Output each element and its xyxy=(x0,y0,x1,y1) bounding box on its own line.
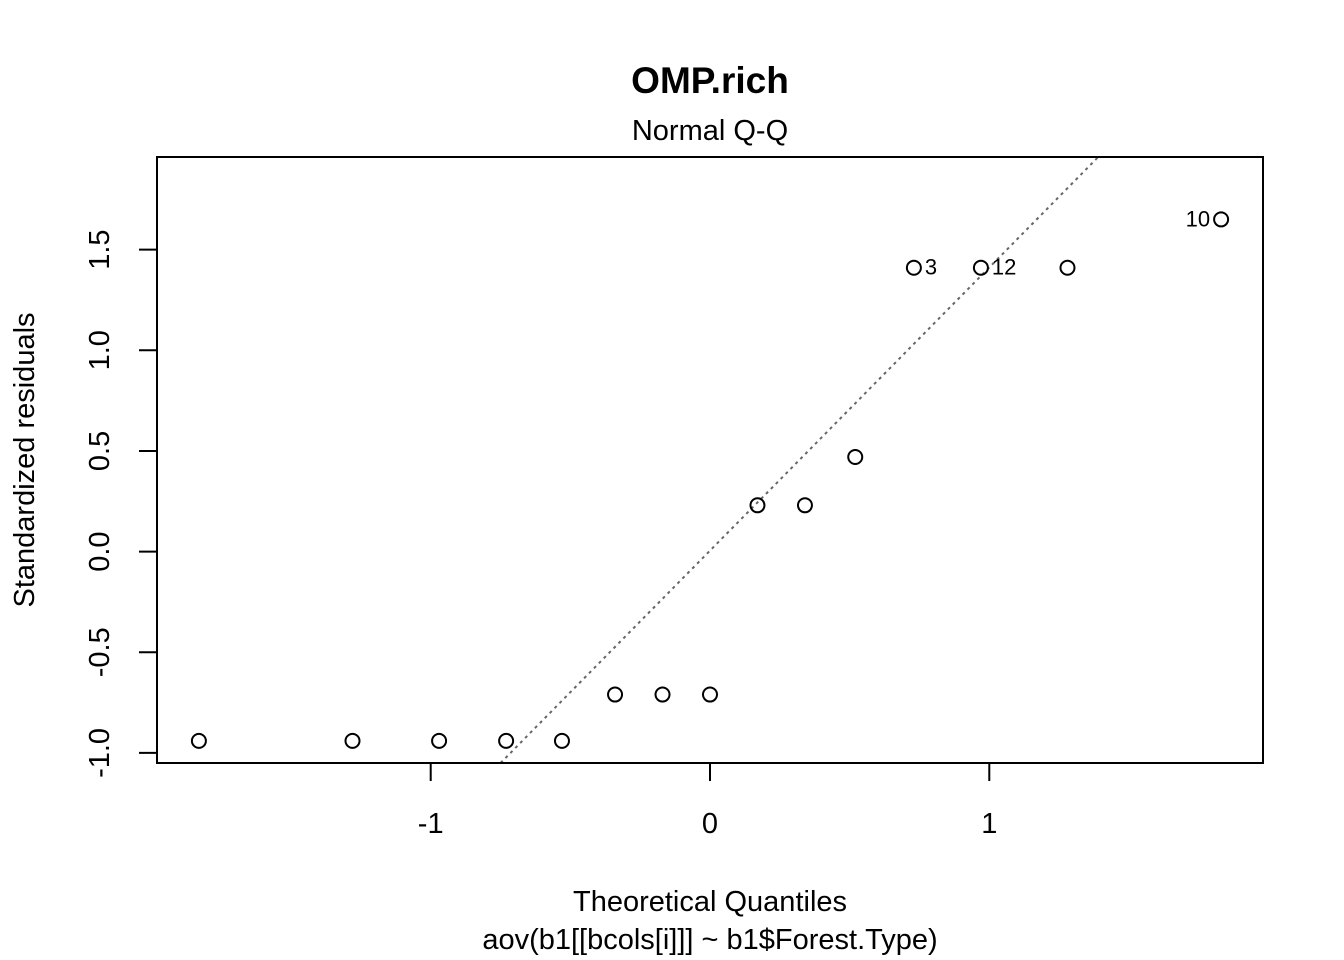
data-point xyxy=(607,686,624,703)
x-tick-label: 0 xyxy=(702,808,718,840)
data-point xyxy=(190,732,207,749)
y-tick-label: -1.0 xyxy=(84,728,116,778)
data-point xyxy=(431,732,448,749)
data-point xyxy=(847,448,864,465)
y-tick-label: 0.0 xyxy=(84,531,116,571)
chart-title: OMP.rich xyxy=(631,60,789,101)
x-axis-sublabel: aov(b1[[bcols[i]]] ~ b1$Forest.Type) xyxy=(482,924,937,956)
data-point xyxy=(1213,211,1230,228)
x-axis-label: Theoretical Quantiles xyxy=(573,886,847,918)
x-tick-label: 1 xyxy=(981,808,997,840)
data-point xyxy=(749,497,766,514)
y-tick-label: 0.5 xyxy=(84,431,116,471)
plot-frame xyxy=(156,156,1264,764)
data-point xyxy=(553,732,570,749)
data-point xyxy=(1059,259,1076,276)
y-tick-label: 1.5 xyxy=(84,229,116,269)
point-label: 3 xyxy=(925,255,937,280)
qq-reference-line xyxy=(499,157,1099,763)
y-tick-label: -0.5 xyxy=(84,627,116,677)
x-tick-label: -1 xyxy=(418,808,444,840)
data-point xyxy=(498,732,515,749)
data-point xyxy=(654,686,671,703)
point-label: 12 xyxy=(992,255,1016,280)
y-tick-label: 1.0 xyxy=(84,330,116,370)
point-label: 10 xyxy=(1186,206,1210,231)
data-point xyxy=(344,732,361,749)
chart-subtitle: Normal Q-Q xyxy=(632,115,788,147)
data-point xyxy=(972,259,989,276)
data-point xyxy=(905,259,922,276)
data-point xyxy=(796,497,813,514)
y-axis-label: Standardized residuals xyxy=(9,312,41,607)
data-point xyxy=(702,686,718,703)
